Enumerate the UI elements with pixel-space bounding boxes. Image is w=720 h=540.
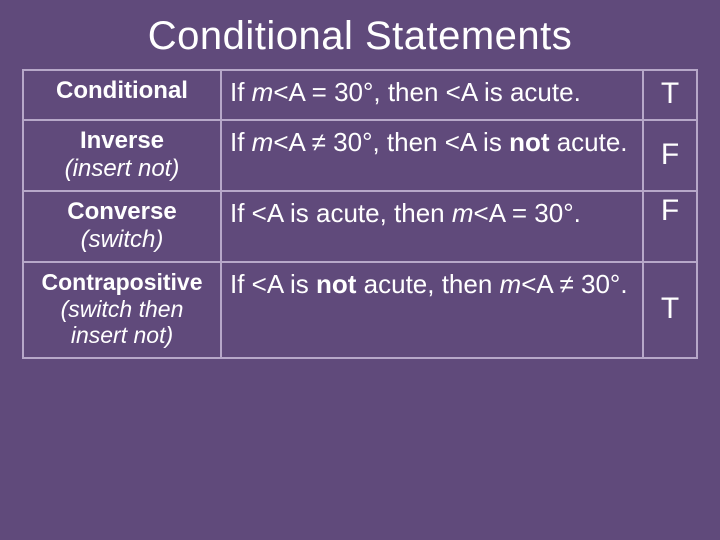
statements-table: Conditional If m<A = 30°, then <A is acu…: [22, 69, 698, 359]
truth-cell: F: [644, 121, 696, 190]
table-row: Inverse (insert not) If m<A ≠ 30°, then …: [24, 121, 696, 192]
type-cell: Conditional: [24, 71, 222, 119]
type-name: Contrapositive: [32, 269, 212, 295]
statement-text: If <A is acute, then m<A = 30°.: [230, 198, 634, 229]
statement-text: If m<A ≠ 30°, then <A is not acute.: [230, 127, 634, 158]
statement-text: If m<A = 30°, then <A is acute.: [230, 77, 634, 108]
type-name: Conditional: [32, 77, 212, 105]
type-name: Inverse: [32, 127, 212, 155]
type-cell: Contrapositive (switch then insert not): [24, 263, 222, 356]
statement-cell: If m<A = 30°, then <A is acute.: [222, 71, 644, 119]
table-row: Conditional If m<A = 30°, then <A is acu…: [24, 71, 696, 121]
table-row: Converse (switch) If <A is acute, then m…: [24, 192, 696, 263]
type-sub: (switch then insert not): [32, 296, 212, 349]
type-cell: Inverse (insert not): [24, 121, 222, 190]
truth-cell: T: [644, 71, 696, 119]
type-sub: (insert not): [32, 155, 212, 183]
statement-cell: If <A is acute, then m<A = 30°.: [222, 192, 644, 261]
type-cell: Converse (switch): [24, 192, 222, 261]
statement-cell: If m<A ≠ 30°, then <A is not acute.: [222, 121, 644, 190]
table-row: Contrapositive (switch then insert not) …: [24, 263, 696, 356]
type-name: Converse: [32, 198, 212, 226]
page-title: Conditional Statements: [22, 14, 698, 59]
truth-cell: F: [644, 192, 696, 261]
type-sub: (switch): [32, 226, 212, 254]
truth-cell: T: [644, 263, 696, 356]
statement-cell: If <A is not acute, then m<A ≠ 30°.: [222, 263, 644, 356]
statement-text: If <A is not acute, then m<A ≠ 30°.: [230, 269, 634, 300]
